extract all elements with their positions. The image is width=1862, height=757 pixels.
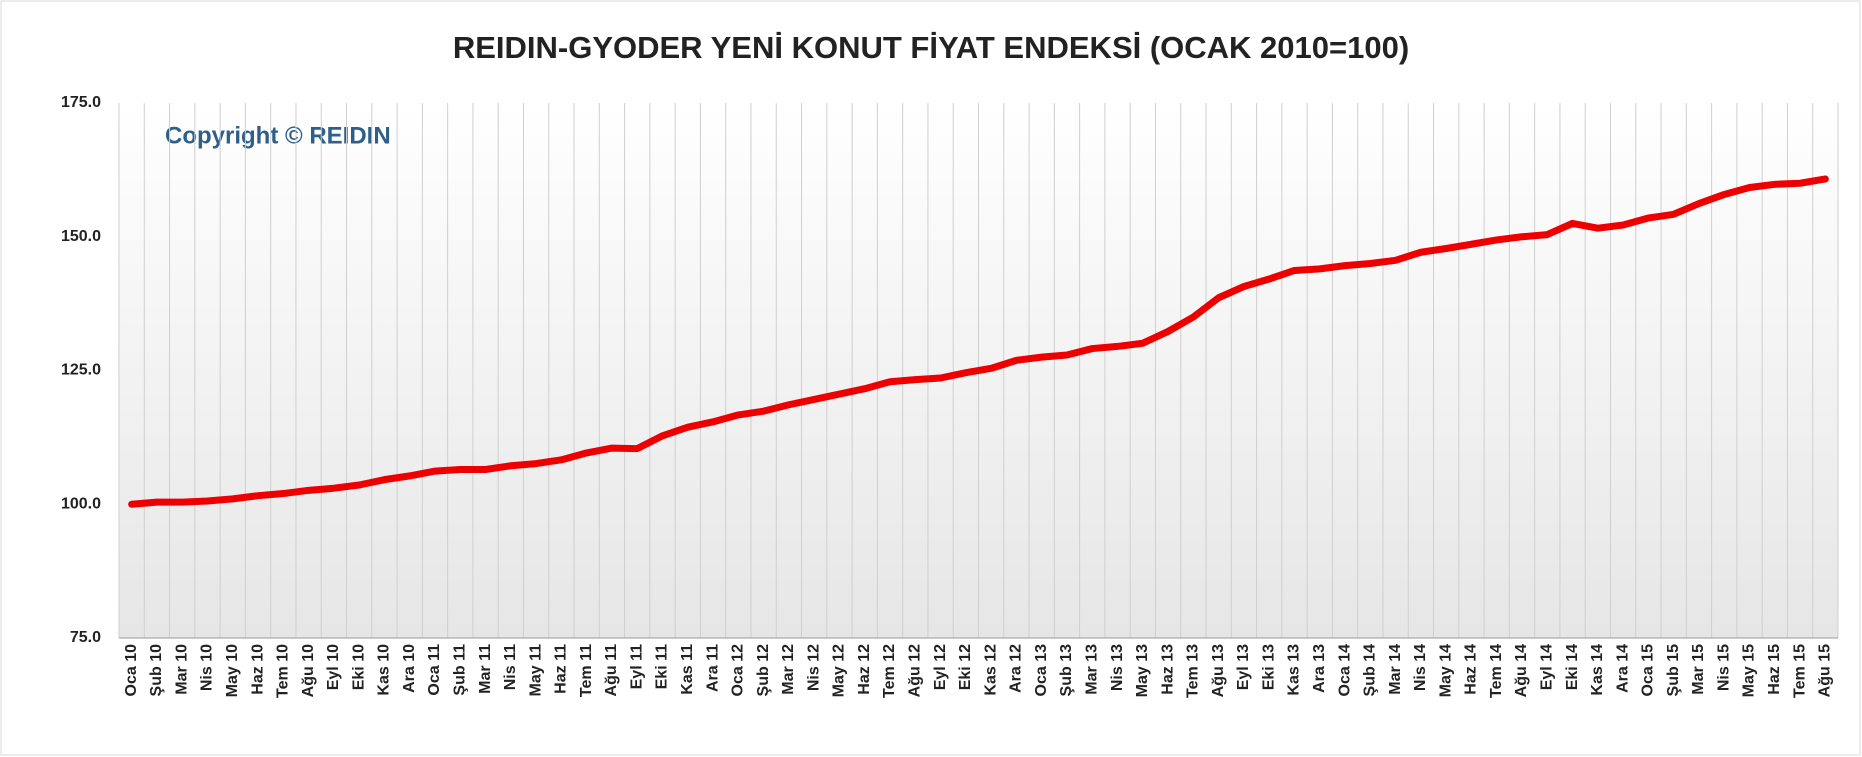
x-tick-label: Oca 10 <box>123 644 140 697</box>
x-tick-label: Haz 13 <box>1159 644 1176 695</box>
x-tick-label: Mar 10 <box>173 644 190 695</box>
x-tick-label: Kas 13 <box>1286 644 1303 696</box>
x-tick-label: Ağu 11 <box>603 644 620 697</box>
x-tick-label: Haz 12 <box>856 644 873 695</box>
x-tick-label: Kas 10 <box>376 644 393 696</box>
x-tick-label: Ara 10 <box>401 644 418 693</box>
x-tick-label: Haz 15 <box>1766 644 1783 695</box>
x-tick-label: Şub 13 <box>1058 644 1075 697</box>
x-tick-label: Tem 12 <box>881 644 898 698</box>
x-tick-label: Şub 11 <box>451 644 468 696</box>
x-tick-label: Nis 10 <box>199 644 216 691</box>
y-tick-label: 150.0 <box>61 228 101 245</box>
x-tick-label: Haz 10 <box>249 644 266 695</box>
x-tick-label: Oca 12 <box>730 644 747 697</box>
x-tick-label: Şub 12 <box>755 644 772 697</box>
x-tick-label: Oca 13 <box>1033 644 1050 697</box>
y-tick-label: 125.0 <box>61 362 101 379</box>
annotation: Copyright © REIDIN <box>165 122 391 149</box>
x-tick-label: Ara 13 <box>1311 644 1328 693</box>
x-tick-label: Nis 11 <box>502 644 519 690</box>
x-tick-label: Ağu 10 <box>300 644 317 697</box>
x-tick-label: Tem 15 <box>1791 644 1808 698</box>
x-tick-label: Tem 14 <box>1488 644 1505 698</box>
x-tick-label: Mar 13 <box>1083 644 1100 695</box>
x-tick-label: Kas 11 <box>679 644 696 695</box>
x-tick-label: Eyl 14 <box>1539 644 1556 690</box>
x-tick-label: May 14 <box>1437 644 1454 697</box>
x-tick-label: Oca 14 <box>1336 644 1353 697</box>
x-tick-label: Eki 11 <box>654 644 671 689</box>
x-tick-label: Nis 15 <box>1715 644 1732 691</box>
y-tick-label: 75.0 <box>70 629 101 646</box>
x-tick-label: Oca 11 <box>426 644 443 696</box>
x-tick-label: Haz 14 <box>1463 644 1480 695</box>
x-tick-label: Eyl 10 <box>325 644 342 690</box>
x-tick-label: Mar 15 <box>1690 644 1707 695</box>
x-tick-label: May 10 <box>224 644 241 697</box>
x-tick-label: May 13 <box>1134 644 1151 697</box>
x-tick-label: Ara 14 <box>1614 644 1631 693</box>
x-tick-label: Eyl 11 <box>628 644 645 689</box>
x-tick-label: Nis 13 <box>1109 644 1126 691</box>
x-tick-label: Mar 12 <box>780 644 797 695</box>
x-tick-label: May 12 <box>831 644 848 697</box>
x-tick-label: Eki 12 <box>957 644 974 690</box>
x-tick-label: May 11 <box>527 644 544 697</box>
y-tick-label: 175.0 <box>61 94 101 111</box>
x-tick-label: Ağu 13 <box>1210 644 1227 697</box>
data-line <box>128 175 1829 508</box>
x-tick-label: Eki 10 <box>350 644 367 690</box>
x-tick-label: Tem 11 <box>578 644 595 697</box>
x-tick-label: May 15 <box>1741 644 1758 697</box>
x-tick-label: Tem 13 <box>1185 644 1202 698</box>
chart-title: REIDIN-GYODER YENİ KONUT FİYAT ENDEKSİ (… <box>453 30 1409 65</box>
x-tick-label: Eyl 13 <box>1235 644 1252 690</box>
x-tick-label: Şub 10 <box>148 644 165 697</box>
x-tick-label: Ara 11 <box>704 644 721 692</box>
x-tick-label: Eyl 12 <box>932 644 949 690</box>
x-tick-label: Kas 14 <box>1589 644 1606 696</box>
x-tick-label: Ağu 14 <box>1513 644 1530 697</box>
x-tick-label: Oca 15 <box>1640 644 1657 697</box>
x-tick-label: Tem 10 <box>275 644 292 698</box>
x-tick-label: Haz 11 <box>553 644 570 694</box>
x-tick-label: Şub 15 <box>1665 644 1682 697</box>
x-tick-label: Şub 14 <box>1362 644 1379 697</box>
x-tick-label: Ağu 12 <box>907 644 924 697</box>
x-tick-label: Kas 12 <box>982 644 999 696</box>
x-tick-label: Eki 13 <box>1260 644 1277 690</box>
x-tick-label: Eki 14 <box>1564 644 1581 690</box>
x-tick-label: Nis 14 <box>1412 644 1429 691</box>
x-tick-label: Mar 11 <box>477 644 494 694</box>
x-tick-label: Ağu 15 <box>1817 644 1834 697</box>
y-tick-label: 100.0 <box>61 495 101 512</box>
x-tick-label: Mar 14 <box>1387 644 1404 695</box>
x-tick-label: Nis 12 <box>805 644 822 691</box>
x-tick-label: Ara 12 <box>1008 644 1025 693</box>
